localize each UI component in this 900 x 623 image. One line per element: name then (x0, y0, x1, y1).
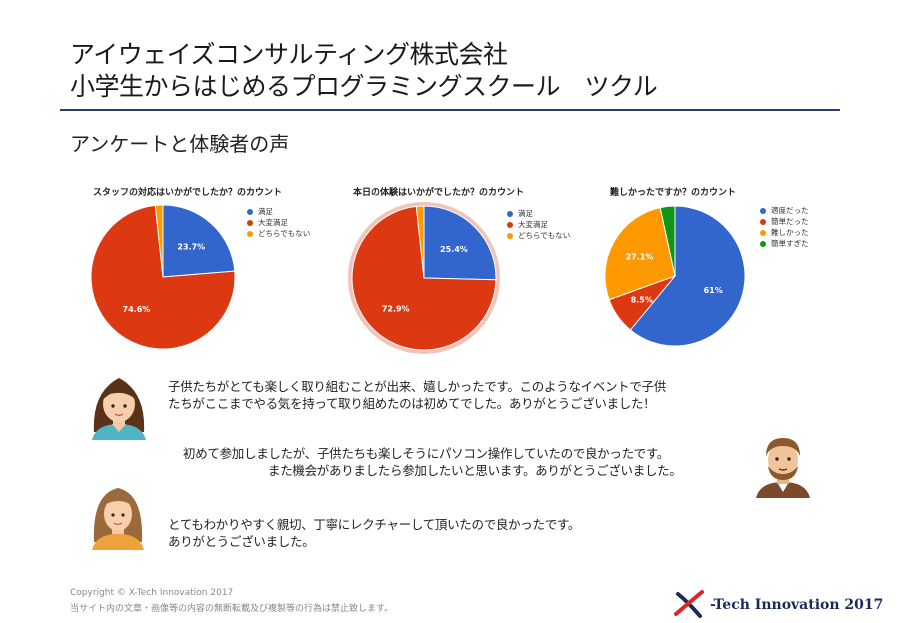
pie-slice-2 (351, 205, 497, 351)
chart-difficulty: 難しかったですか？のカウント 61% 8.5% 27.1% 適度だった簡単だった難し… (600, 180, 830, 350)
legend-swatch (760, 240, 766, 247)
pie-slice-3 (604, 206, 676, 301)
comment-3-line-1: とてもわかりやすく親切、丁寧にレクチャーして頂いたので良かったです。 (168, 517, 581, 532)
legend-item: 大変満足 (507, 219, 570, 230)
comment-3: とてもわかりやすく親切、丁寧にレクチャーして頂いたので良かったです。 ありがとう… (168, 516, 580, 550)
pie-slice-1 (423, 205, 497, 281)
legend-swatch (247, 230, 253, 237)
pie-slice-3 (415, 205, 425, 279)
chart-staff-title: スタッフの対応はいかがでしたか？のカウント (93, 188, 283, 198)
pie-slice-2 (90, 204, 236, 350)
legend-item: どちらでもない (507, 230, 570, 241)
pie-value-label-1: 61% (704, 286, 723, 295)
pie-slice-1 (629, 205, 746, 347)
legend-label: どちらでもない (258, 229, 311, 238)
pie-value-label-1: 25.4% (440, 245, 468, 254)
copyright-text: Copyright © X-Tech Innovation 2017 (70, 588, 234, 598)
comment-1-line-2: たちがここまでやる気を持って取り組めたのは初めてでした。ありがとうございました！ (168, 396, 656, 411)
legend-label: 適度だった (771, 206, 809, 215)
comment-2-line-1: 初めて参加しましたが、子供たちも楽しそうにパソコン操作していたので良かったです。 (183, 446, 670, 461)
pie-value-label-1: 23.7% (177, 242, 205, 251)
pie-slice-3 (154, 204, 164, 278)
chart-difficulty-pie: 61% 8.5% 27.1% (604, 205, 746, 347)
legend-swatch (507, 210, 513, 217)
comment-1-line-1: 子供たちがとても楽しく取り組むことが出来、嬉しかったです。このようなイベントで子… (168, 379, 666, 394)
legend-swatch (507, 221, 513, 228)
legend-item: どちらでもない (247, 228, 310, 239)
pie-value-label-2: 8.5% (631, 295, 653, 304)
pie-value-label-2: 72.9% (382, 305, 410, 314)
chart-experience: 本日の体験はいかがでしたか？のカウント 25.4% 72.9% 満足大変満足どちら… (340, 180, 590, 360)
legend-item: 適度だった (760, 205, 809, 216)
girl-avatar (92, 488, 144, 550)
legend-swatch (760, 218, 766, 225)
man-avatar (756, 438, 810, 498)
chart-staff: スタッフの対応はいかがでしたか？のカウント 23.7% 74.6% 満足大変満足ど… (85, 180, 325, 350)
legend-swatch (247, 219, 253, 226)
legend-item: 簡単だった (760, 216, 809, 227)
legend-label: 大変満足 (518, 220, 548, 229)
comment-1: 子供たちがとても楽しく取り組むことが出来、嬉しかったです。このようなイベントで子… (168, 378, 666, 412)
legend-label: 簡単すぎた (771, 239, 809, 248)
chart-staff-legend: 満足大変満足どちらでもない (247, 206, 310, 239)
pie-value-label-3: 27.1% (626, 252, 654, 261)
chart-experience-pie: 25.4% 72.9% (348, 202, 500, 354)
comment-3-line-2: ありがとうございました。 (168, 534, 315, 549)
x-logo-icon (674, 590, 704, 618)
legend-swatch (760, 229, 766, 236)
legend-swatch (760, 207, 766, 214)
section-title: アンケートと体験者の声 (70, 132, 290, 156)
logo-text: -Tech Innovation 2017 (710, 597, 884, 613)
pie-value-label-2: 74.6% (123, 305, 151, 314)
notice-text: 当サイト内の文章・画像等の内容の無断転載及び複製等の行為は禁止致します。 (70, 604, 394, 614)
company-title: アイウェイズコンサルティング株式会社 (70, 40, 508, 69)
legend-label: 大変満足 (258, 218, 288, 227)
comment-2-line-2: また機会がありましたら参加したいと思います。ありがとうございました。 (268, 463, 682, 478)
comment-2: 初めて参加しましたが、子供たちも楽しそうにパソコン操作していたので良かったです。… (183, 445, 682, 479)
header-divider (60, 109, 840, 111)
legend-label: 満足 (518, 209, 533, 218)
chart-staff-pie: 23.7% 74.6% (90, 204, 236, 350)
legend-item: 満足 (247, 206, 310, 217)
legend-label: 簡単だった (771, 217, 809, 226)
legend-label: 難しかった (771, 228, 809, 237)
legend-item: 大変満足 (247, 217, 310, 228)
school-title: 小学生からはじめるプログラミングスクール ツクル (70, 72, 658, 101)
legend-item: 簡単すぎた (760, 238, 809, 249)
legend-swatch (507, 232, 513, 239)
pie-slice-1 (162, 204, 236, 278)
pie-slice-4 (659, 205, 676, 277)
legend-label: どちらでもない (518, 231, 571, 240)
legend-swatch (247, 208, 253, 215)
chart-difficulty-legend: 適度だった簡単だった難しかった簡単すぎた (760, 205, 809, 249)
chart-difficulty-title: 難しかったですか？のカウント (610, 188, 737, 198)
chart-experience-legend: 満足大変満足どちらでもない (507, 208, 570, 241)
woman-avatar (92, 378, 146, 440)
legend-item: 難しかった (760, 227, 809, 238)
chart-experience-title: 本日の体験はいかがでしたか？のカウント (353, 188, 525, 198)
legend-item: 満足 (507, 208, 570, 219)
legend-label: 満足 (258, 207, 273, 216)
